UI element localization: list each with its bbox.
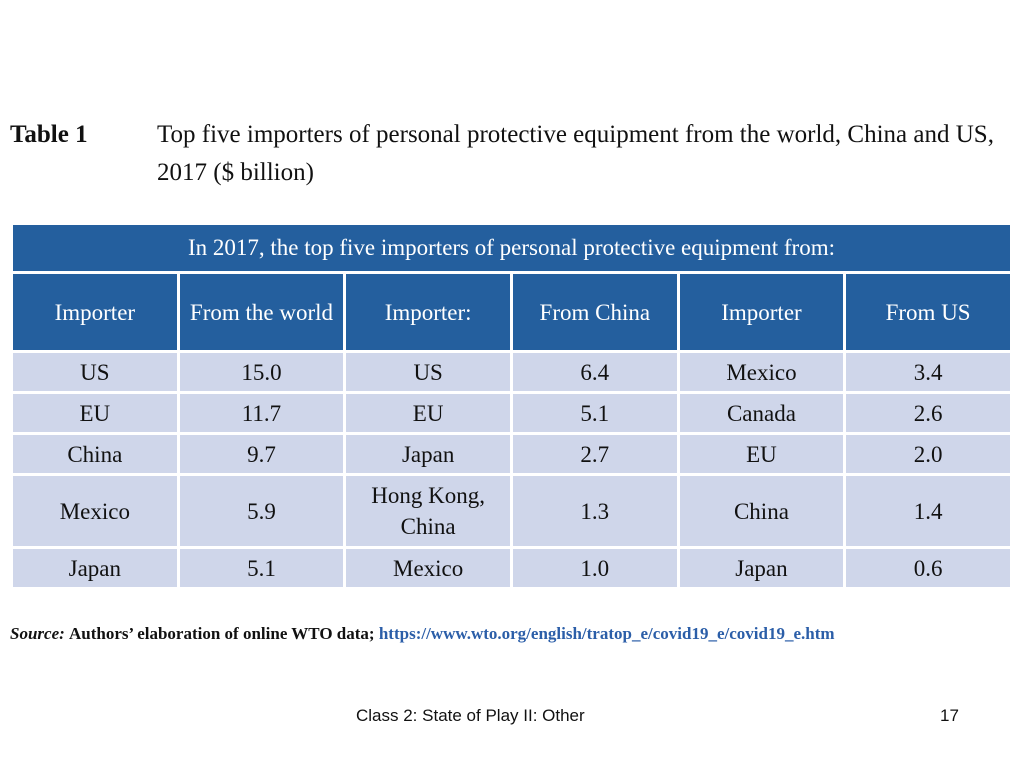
table-cell: US xyxy=(10,350,180,394)
table-cell: 5.1 xyxy=(509,391,680,435)
table-title: Top five importers of personal protectiv… xyxy=(157,121,994,186)
table-row: EU 11.7 EU 5.1 Canada 2.6 xyxy=(10,391,1013,435)
table-cell: 2.6 xyxy=(843,391,1013,435)
table-caption: Table 1 Top five importers of personal p… xyxy=(10,116,1020,192)
table-cell: EU xyxy=(676,432,847,476)
table-cell: Canada xyxy=(676,391,847,435)
table-row: US 15.0 US 6.4 Mexico 3.4 xyxy=(10,350,1013,394)
table-cell: Mexico xyxy=(10,473,180,549)
table-cell: Hong Kong, China xyxy=(343,473,513,549)
table-cell: US xyxy=(343,350,513,394)
table-cell: Mexico xyxy=(343,546,513,590)
source-link[interactable]: https://www.wto.org/english/tratop_e/cov… xyxy=(378,624,835,643)
table-cell: 1.4 xyxy=(843,473,1013,549)
table-cell: 1.0 xyxy=(509,546,680,590)
column-header-importer-world: Importer xyxy=(10,271,180,353)
table-banner-row: In 2017, the top five importers of perso… xyxy=(10,222,1013,274)
table-cell: 6.4 xyxy=(509,350,680,394)
table-label: Table 1 xyxy=(10,121,88,148)
table-cell: 2.0 xyxy=(843,432,1013,476)
column-header-importer-us: Importer xyxy=(676,271,847,353)
table-cell: 3.4 xyxy=(843,350,1013,394)
table-cell: Japan xyxy=(10,546,180,590)
ppe-importers-table: In 2017, the top five importers of perso… xyxy=(10,222,1013,590)
table-cell: Mexico xyxy=(676,350,847,394)
table-cell: EU xyxy=(343,391,513,435)
source-note: Source: Authors’ elaboration of online W… xyxy=(10,624,1010,644)
table-row: China 9.7 Japan 2.7 EU 2.0 xyxy=(10,432,1013,476)
table-cell: 5.1 xyxy=(176,546,347,590)
table-cell: 0.6 xyxy=(843,546,1013,590)
footer-title: Class 2: State of Play II: Other xyxy=(356,706,585,725)
source-text: Authors’ elaboration of online WTO data; xyxy=(69,624,375,643)
source-label: Source: xyxy=(10,624,65,643)
table-cell: Japan xyxy=(343,432,513,476)
column-header-from-us: From US xyxy=(843,271,1013,353)
table-row: Japan 5.1 Mexico 1.0 Japan 0.6 xyxy=(10,546,1013,590)
page-number: 17 xyxy=(940,706,959,725)
column-header-from-world: From the world xyxy=(176,271,347,353)
table-cell: China xyxy=(676,473,847,549)
table-banner: In 2017, the top five importers of perso… xyxy=(10,222,1013,274)
table-cell: 15.0 xyxy=(176,350,347,394)
column-header-importer-china: Importer: xyxy=(343,271,513,353)
table-row: Mexico 5.9 Hong Kong, China 1.3 China 1.… xyxy=(10,473,1013,549)
table-cell: China xyxy=(10,432,180,476)
table-cell: EU xyxy=(10,391,180,435)
table-cell: 2.7 xyxy=(509,432,680,476)
table-cell: 1.3 xyxy=(509,473,680,549)
table-header-row: Importer From the world Importer: From C… xyxy=(10,271,1013,353)
table-cell: 5.9 xyxy=(176,473,347,549)
table-cell: Japan xyxy=(676,546,847,590)
table-cell: 11.7 xyxy=(176,391,347,435)
column-header-from-china: From China xyxy=(509,271,680,353)
table-cell: 9.7 xyxy=(176,432,347,476)
